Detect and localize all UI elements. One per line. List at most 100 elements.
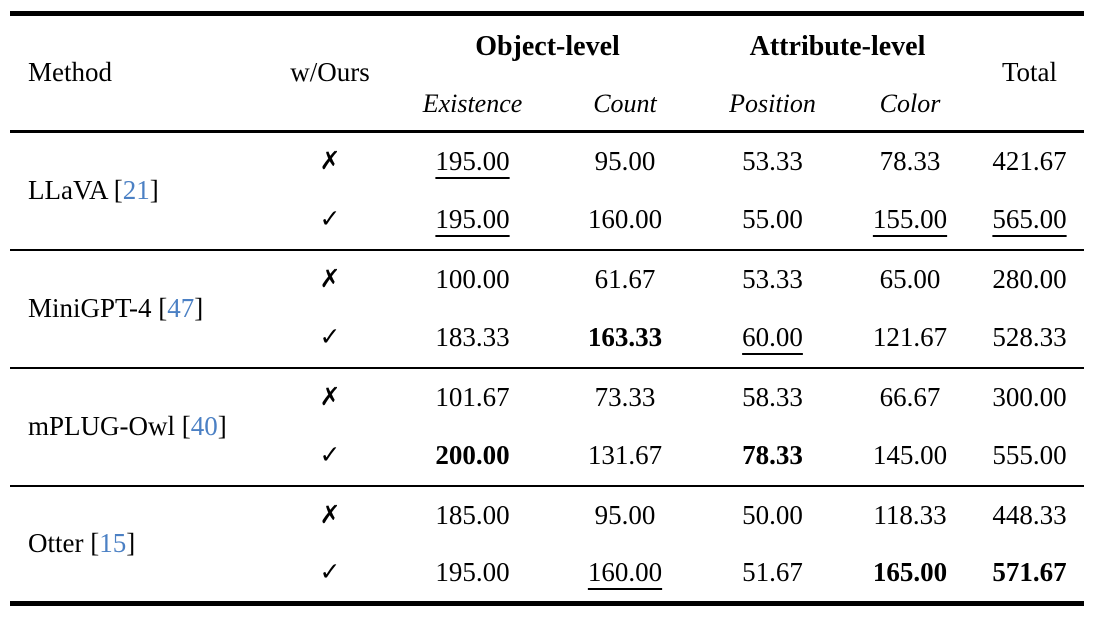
citation-link[interactable]: 15 — [99, 528, 127, 559]
table-row: ✓ 200.00 131.67 78.33 145.00 555.00 — [10, 426, 1084, 487]
score-cell: 73.33 — [550, 368, 700, 427]
table-row: ✓ 183.33 163.33 60.00 121.67 528.33 — [10, 308, 1084, 369]
score-cell: 60.00 — [700, 308, 845, 369]
score-cell: 300.00 — [975, 368, 1084, 427]
table-row: mPLUG-Owl [40] ✗ 101.67 73.33 58.33 66.6… — [10, 367, 1084, 487]
citation-link[interactable]: 40 — [190, 410, 218, 441]
cross-mark-icon: ✗ — [319, 146, 341, 176]
score-value: 163.33 — [587, 321, 663, 352]
citation-bracket: ] — [126, 528, 136, 559]
score-value: 101.67 — [435, 381, 510, 412]
cross-mark-icon: ✗ — [319, 382, 341, 412]
score-value: 58.33 — [742, 381, 803, 412]
score-value: 95.00 — [594, 499, 656, 530]
method-cell-otter: Otter [15] — [10, 486, 265, 604]
score-value: 195.00 — [435, 146, 510, 177]
score-cell: 131.67 — [550, 426, 700, 487]
method-name: mPLUG-Owl — [28, 410, 175, 441]
score-cell: 421.67 — [975, 132, 1084, 191]
citation-link[interactable]: 47 — [167, 292, 195, 323]
score-cell: 95.00 — [550, 132, 700, 191]
score-value: 155.00 — [872, 203, 948, 234]
score-value: 448.33 — [992, 499, 1067, 530]
col-group-attribute-level: Attribute-level — [749, 30, 926, 62]
score-cell: 78.33 — [700, 426, 845, 487]
score-cell: 121.67 — [845, 308, 975, 369]
method-cell-minigpt4: MiniGPT-4 [47] — [10, 249, 265, 369]
method-cell-llava: LLaVA [21] — [10, 131, 265, 251]
score-value: 53.33 — [742, 146, 803, 177]
score-cell: 185.00 — [395, 486, 550, 545]
score-value: 528.33 — [992, 321, 1067, 352]
score-value: 60.00 — [742, 321, 803, 352]
score-cell: 155.00 — [845, 190, 975, 251]
citation-bracket: [ — [181, 410, 191, 441]
col-header-total: Total — [975, 13, 1084, 133]
score-cell: 58.33 — [700, 368, 845, 427]
score-value: 185.00 — [435, 499, 510, 530]
score-value: 555.00 — [992, 439, 1067, 470]
score-value: 145.00 — [872, 439, 948, 470]
citation-bracket: [ — [90, 528, 100, 559]
score-cell: 200.00 — [395, 426, 550, 487]
method-cell-mplug-owl: mPLUG-Owl [40] — [10, 367, 265, 487]
citation-bracket: [ — [158, 292, 168, 323]
col-header-method: Method — [10, 13, 265, 133]
score-value: 160.00 — [587, 203, 663, 234]
score-cell: 53.33 — [700, 132, 845, 191]
method-name: MiniGPT-4 — [28, 292, 152, 323]
score-value: 121.67 — [872, 321, 948, 352]
citation-bracket: ] — [217, 410, 227, 441]
score-cell: 65.00 — [845, 250, 975, 309]
score-value: 55.00 — [742, 203, 803, 234]
score-value: 50.00 — [742, 499, 803, 530]
score-value: 66.67 — [879, 381, 941, 412]
score-value: 300.00 — [992, 381, 1067, 412]
score-cell: 183.33 — [395, 308, 550, 369]
score-value: 73.33 — [594, 381, 656, 412]
score-value: 53.33 — [742, 263, 803, 294]
citation-link[interactable]: 21 — [122, 175, 150, 206]
score-cell: 555.00 — [975, 426, 1084, 487]
score-cell: 78.33 — [845, 132, 975, 191]
score-value: 165.00 — [872, 557, 948, 588]
table-row: Otter [15] ✗ 185.00 95.00 50.00 118.33 4… — [10, 486, 1084, 558]
check-mark-icon: ✓ — [265, 426, 395, 487]
col-group-object-level: Object-level — [475, 30, 620, 62]
score-cell: 145.00 — [845, 426, 975, 487]
score-cell: 118.33 — [845, 486, 975, 545]
cross-mark-icon: ✗ — [319, 500, 341, 530]
score-value: 100.00 — [435, 263, 510, 294]
score-value: 118.33 — [873, 499, 947, 530]
score-value: 65.00 — [879, 263, 941, 294]
score-cell: 163.33 — [550, 308, 700, 369]
score-cell: 61.67 — [550, 250, 700, 309]
score-value: 571.67 — [992, 557, 1067, 588]
score-cell: 95.00 — [550, 486, 700, 545]
method-name: Otter — [28, 528, 84, 559]
check-mark-icon: ✓ — [319, 557, 341, 587]
col-header-existence: Existence — [395, 78, 550, 133]
score-value: 51.67 — [742, 557, 803, 588]
citation-bracket: [ — [113, 175, 123, 206]
score-cell: 565.00 — [975, 190, 1084, 251]
score-cell: 53.33 — [700, 250, 845, 309]
score-value: 61.67 — [594, 263, 656, 294]
score-cell: 195.00 — [395, 132, 550, 191]
score-value: 565.00 — [992, 203, 1067, 234]
score-cell: 101.67 — [395, 368, 550, 427]
score-cell: 571.67 — [975, 545, 1084, 604]
method-name: LLaVA — [28, 175, 107, 206]
score-cell: 55.00 — [700, 190, 845, 251]
table-row: ✓ 195.00 160.00 55.00 155.00 565.00 — [10, 190, 1084, 251]
header-row-groups: Method w/Ours Object-level Attribute-lev… — [10, 13, 1084, 133]
score-value: 131.67 — [587, 439, 663, 470]
col-header-w-ours: w/Ours — [265, 13, 395, 133]
score-cell: 100.00 — [395, 250, 550, 309]
table-row: LLaVA [21] ✗ 195.00 95.00 53.33 78.33 42… — [10, 131, 1084, 251]
score-cell: 160.00 — [550, 545, 700, 604]
score-cell: 528.33 — [975, 308, 1084, 369]
score-value: 78.33 — [879, 146, 941, 177]
citation-bracket: ] — [149, 175, 159, 206]
